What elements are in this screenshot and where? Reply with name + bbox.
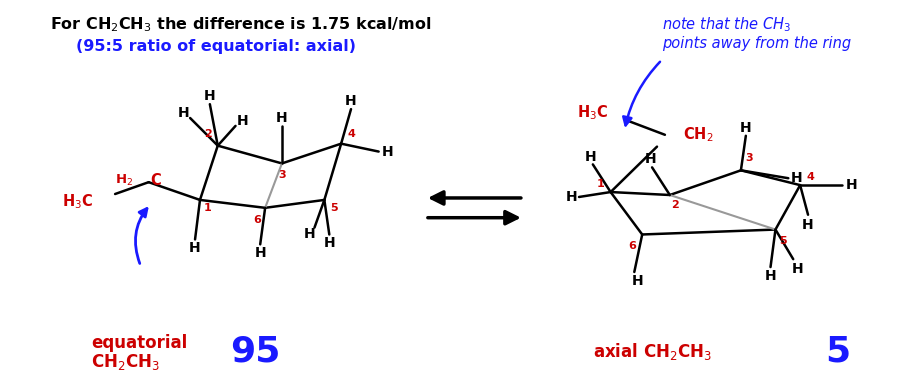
Text: H: H	[765, 269, 777, 283]
Text: CH$_2$: CH$_2$	[683, 126, 713, 144]
Text: H: H	[845, 178, 857, 192]
Text: CH$_2$CH$_3$: CH$_2$CH$_3$	[92, 352, 161, 372]
Text: H: H	[204, 89, 216, 103]
Text: axial CH$_2$CH$_3$: axial CH$_2$CH$_3$	[593, 342, 712, 362]
Text: H$_2$: H$_2$	[115, 173, 133, 188]
Text: H: H	[565, 190, 577, 204]
Text: H: H	[237, 114, 248, 128]
Text: 4: 4	[347, 129, 355, 139]
Text: points away from the ring: points away from the ring	[662, 37, 851, 51]
Text: equatorial: equatorial	[92, 334, 187, 352]
Text: 4: 4	[806, 172, 814, 182]
Text: 95: 95	[230, 335, 281, 369]
Text: H: H	[323, 236, 335, 250]
Text: H: H	[632, 274, 644, 288]
Text: C: C	[151, 173, 162, 188]
Text: note that the CH$_3$: note that the CH$_3$	[662, 15, 791, 34]
Text: 2: 2	[204, 129, 212, 139]
Text: 5: 5	[330, 203, 338, 213]
Text: 2: 2	[671, 200, 678, 210]
Text: H: H	[189, 241, 201, 255]
Text: 6: 6	[253, 215, 262, 225]
Text: For CH$_2$CH$_3$ the difference is 1.75 kcal/mol: For CH$_2$CH$_3$ the difference is 1.75 …	[50, 15, 431, 34]
Text: H$_3$C: H$_3$C	[62, 193, 94, 211]
Text: 1: 1	[597, 179, 605, 189]
Text: H: H	[790, 171, 802, 185]
Text: H: H	[585, 149, 597, 163]
Text: (95:5 ratio of equatorial: axial): (95:5 ratio of equatorial: axial)	[76, 39, 356, 55]
Text: 1: 1	[204, 203, 212, 213]
Text: H: H	[177, 106, 189, 120]
Text: 5: 5	[825, 335, 850, 369]
Text: H: H	[791, 262, 803, 276]
Text: H: H	[802, 218, 814, 232]
Text: H: H	[740, 121, 752, 135]
Text: H: H	[345, 94, 357, 108]
Text: 6: 6	[629, 241, 636, 251]
Text: H: H	[276, 111, 287, 125]
Text: H$_3$C: H$_3$C	[577, 104, 609, 122]
Text: 5: 5	[779, 236, 787, 246]
Text: H: H	[254, 246, 266, 260]
Text: H: H	[644, 152, 655, 167]
Text: 3: 3	[745, 154, 753, 163]
Text: 3: 3	[278, 170, 285, 180]
Text: H: H	[382, 145, 393, 159]
Text: H: H	[304, 227, 316, 241]
